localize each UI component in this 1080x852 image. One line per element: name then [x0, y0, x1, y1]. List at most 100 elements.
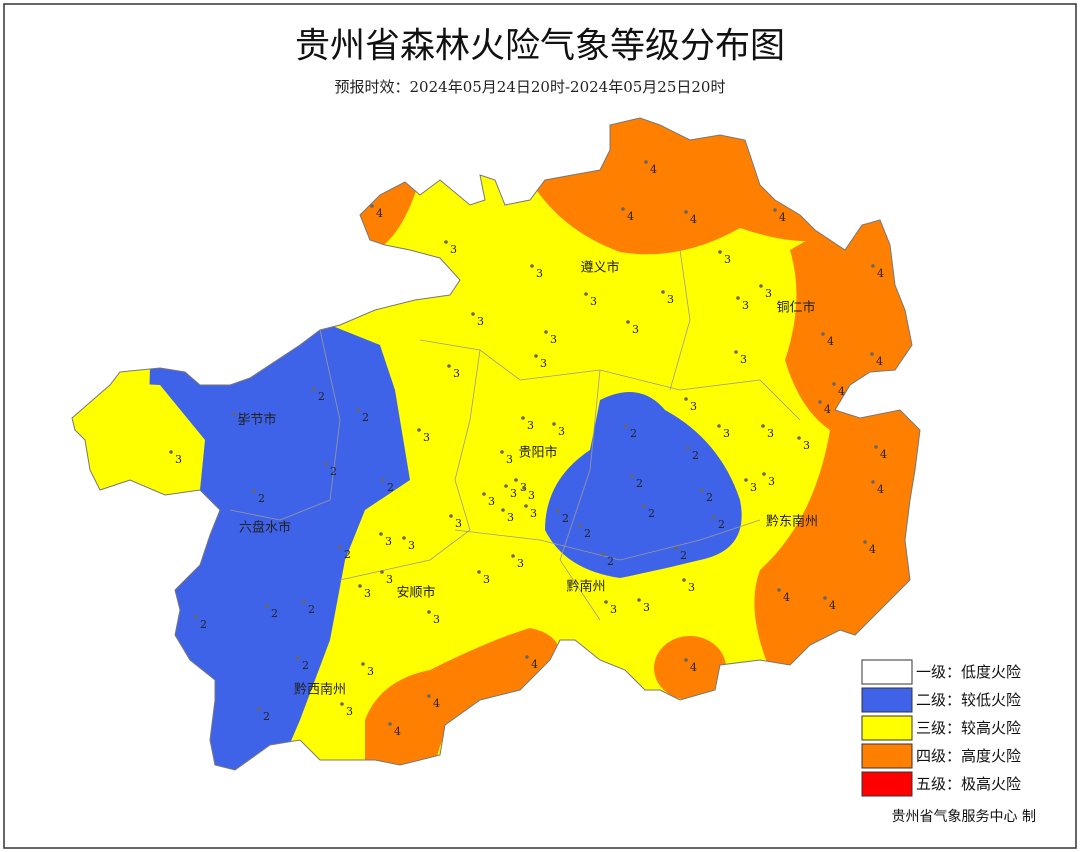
station-dot: [257, 707, 261, 711]
station-dot: [682, 578, 686, 582]
title: 贵州省森林火险气象等级分布图: [295, 27, 785, 67]
station-level: 3: [433, 613, 440, 626]
station-dot: [449, 514, 453, 518]
station-level: 3: [690, 400, 697, 413]
legend-label: 三级：较高火险: [916, 719, 1021, 737]
station-level: 3: [530, 507, 537, 520]
station-level: 2: [258, 492, 265, 505]
station-level: 3: [507, 511, 514, 524]
station-level: 3: [385, 535, 392, 548]
station-level: 3: [517, 557, 524, 570]
station-level: 3: [724, 253, 731, 266]
station-dot: [604, 600, 608, 604]
station-dot: [644, 160, 648, 164]
station-level: 4: [869, 543, 876, 556]
station-dot: [471, 312, 475, 316]
station-dot: [361, 662, 365, 666]
station-level: 3: [510, 487, 517, 500]
station-level: 3: [175, 453, 182, 466]
station-dot: [417, 428, 421, 432]
station-dot: [501, 508, 505, 512]
station-dot: [744, 478, 748, 482]
station-dot: [626, 320, 630, 324]
station-level: 3: [740, 353, 747, 366]
station-level: 4: [531, 658, 538, 671]
station-dot: [340, 702, 344, 706]
station-level: 2: [308, 603, 315, 616]
station-dot: [734, 350, 738, 354]
station-dot: [379, 532, 383, 536]
station-level: 2: [344, 548, 351, 561]
station-level: 3: [767, 427, 774, 440]
station-dot: [380, 570, 384, 574]
legend-label: 二级：较低火险: [916, 691, 1021, 709]
station-level: 2: [263, 710, 270, 723]
station-dot: [797, 436, 801, 440]
station-dot: [544, 330, 548, 334]
station-dot: [761, 424, 765, 428]
station-dot: [402, 536, 406, 540]
station-dot: [736, 296, 740, 300]
station-level: 3: [590, 295, 597, 308]
station-dot: [444, 240, 448, 244]
station-dot: [381, 478, 385, 482]
station-level: 2: [200, 618, 207, 631]
city-label: 黔南州: [566, 579, 605, 595]
city-label: 遵义市: [580, 260, 619, 276]
station-level: 3: [453, 367, 460, 380]
credit: 贵州省气象服务中心 制: [892, 809, 1036, 825]
station-level: 3: [558, 425, 565, 438]
station-dot: [762, 472, 766, 476]
station-level: 3: [540, 357, 547, 370]
station-dot: [524, 504, 528, 508]
station-dot: [504, 484, 508, 488]
station-dot: [686, 446, 690, 450]
station-level: 3: [386, 573, 393, 586]
station-dot: [642, 504, 646, 508]
subtitle: 预报时效：2024年05月24日20时-2024年05月25日20时: [335, 78, 726, 96]
station-level: 4: [783, 591, 790, 604]
station-level: 3: [550, 333, 557, 346]
legend-label: 四级：高度火险: [916, 747, 1021, 765]
station-dot: [482, 492, 486, 496]
station-dot: [823, 596, 827, 600]
station-dot: [712, 515, 716, 519]
boundaries: [229, 249, 801, 621]
station-dot: [477, 570, 481, 574]
station-dot: [717, 424, 721, 428]
station-level: 4: [827, 335, 834, 348]
station-level: 3: [688, 581, 695, 594]
station-level: 4: [838, 385, 845, 398]
frame: [3, 3, 1077, 849]
city-label: 安顺市: [396, 585, 435, 601]
station-dot: [759, 284, 763, 288]
station-dot: [525, 655, 529, 659]
station-dot: [302, 600, 306, 604]
station-level: 3: [483, 573, 490, 586]
station-dot: [252, 489, 256, 493]
station-dot: [871, 480, 875, 484]
station-dot: [427, 694, 431, 698]
station-dot: [871, 264, 875, 268]
station-dot: [500, 450, 504, 454]
station-dot: [427, 610, 431, 614]
station-dot: [194, 615, 198, 619]
station-dot: [447, 364, 451, 368]
station-dot: [511, 554, 515, 558]
legend-label: 一级：低度火险: [916, 663, 1021, 681]
legend-swatch: [861, 743, 913, 769]
station-level: 4: [880, 448, 887, 461]
station-level: 3: [750, 481, 757, 494]
station-level: 2: [718, 518, 725, 531]
city-label: 黔东南州: [766, 514, 818, 530]
city-label: 贵阳市: [518, 445, 557, 461]
station-dot: [388, 722, 392, 726]
station-level: 3: [408, 539, 415, 552]
station-level: 3: [667, 293, 674, 306]
station-level: 3: [803, 439, 810, 452]
station-dot: [232, 412, 236, 416]
station-level: 3: [742, 299, 749, 312]
station-level: 2: [636, 477, 643, 490]
station-dot: [674, 546, 678, 550]
zone-level3-west: [72, 380, 205, 505]
